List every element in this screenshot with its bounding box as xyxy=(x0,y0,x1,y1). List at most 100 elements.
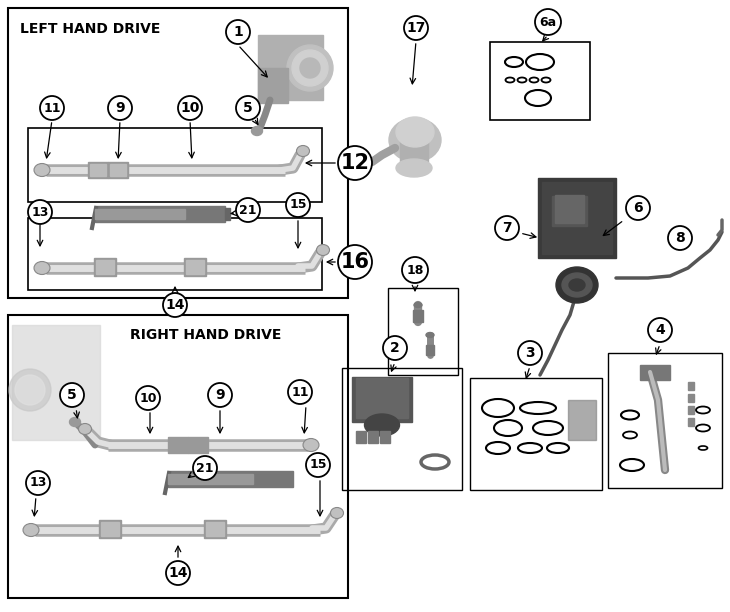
Bar xyxy=(204,520,226,538)
Bar xyxy=(258,68,288,103)
Bar xyxy=(206,522,224,536)
Text: 5: 5 xyxy=(243,101,253,115)
Bar xyxy=(96,260,114,274)
Bar xyxy=(552,196,587,226)
Text: 10: 10 xyxy=(180,101,200,115)
Ellipse shape xyxy=(569,279,585,291)
Text: 21: 21 xyxy=(196,461,214,474)
Bar xyxy=(258,35,323,100)
Bar xyxy=(186,260,204,274)
Text: 13: 13 xyxy=(31,206,49,218)
Text: 6: 6 xyxy=(633,201,643,215)
Ellipse shape xyxy=(317,245,329,255)
Circle shape xyxy=(26,471,50,495)
Text: 21: 21 xyxy=(239,204,257,217)
Text: 12: 12 xyxy=(340,153,369,173)
Circle shape xyxy=(236,198,260,222)
Circle shape xyxy=(40,96,64,120)
Ellipse shape xyxy=(287,45,333,91)
Bar xyxy=(400,133,428,165)
Circle shape xyxy=(178,96,202,120)
Bar xyxy=(388,288,458,375)
Bar xyxy=(168,474,253,484)
Circle shape xyxy=(535,9,561,35)
Ellipse shape xyxy=(15,375,45,405)
Bar xyxy=(99,520,121,538)
Bar xyxy=(688,382,694,390)
Ellipse shape xyxy=(364,414,399,436)
Ellipse shape xyxy=(562,273,592,297)
Ellipse shape xyxy=(296,146,310,157)
Text: 11: 11 xyxy=(291,386,309,398)
Bar xyxy=(688,406,694,414)
Bar xyxy=(356,378,408,418)
Text: 8: 8 xyxy=(675,231,685,245)
Text: 2: 2 xyxy=(390,341,400,355)
Bar xyxy=(188,437,208,453)
Circle shape xyxy=(338,245,372,279)
Text: 18: 18 xyxy=(407,264,423,277)
Text: 11: 11 xyxy=(43,102,61,114)
Bar xyxy=(608,353,722,488)
Bar xyxy=(8,8,348,298)
Text: 14: 14 xyxy=(168,566,188,580)
Circle shape xyxy=(163,293,187,317)
Bar xyxy=(426,345,434,355)
Text: 6a: 6a xyxy=(539,15,556,29)
Bar xyxy=(168,437,188,453)
Ellipse shape xyxy=(414,302,422,307)
Bar xyxy=(184,258,206,276)
Text: RIGHT HAND DRIVE: RIGHT HAND DRIVE xyxy=(130,328,281,342)
Ellipse shape xyxy=(79,424,91,435)
Ellipse shape xyxy=(426,332,434,337)
Circle shape xyxy=(495,216,519,240)
Bar xyxy=(555,195,584,223)
Bar xyxy=(88,162,108,178)
Circle shape xyxy=(136,386,160,410)
Ellipse shape xyxy=(331,507,344,518)
Text: 15: 15 xyxy=(310,458,327,471)
Bar xyxy=(342,368,462,490)
Bar xyxy=(368,431,378,443)
Ellipse shape xyxy=(396,117,434,147)
Circle shape xyxy=(518,341,542,365)
Bar xyxy=(356,431,366,443)
Circle shape xyxy=(288,380,312,404)
Bar xyxy=(413,310,423,322)
Bar xyxy=(90,164,106,176)
Text: 14: 14 xyxy=(165,298,185,312)
Text: 13: 13 xyxy=(29,477,47,490)
Bar xyxy=(28,218,322,290)
Ellipse shape xyxy=(556,267,598,303)
Text: 4: 4 xyxy=(655,323,665,337)
Bar xyxy=(542,182,612,254)
Circle shape xyxy=(404,16,428,40)
Bar xyxy=(380,431,390,443)
Ellipse shape xyxy=(252,127,263,135)
Circle shape xyxy=(648,318,672,342)
Ellipse shape xyxy=(34,163,50,176)
Bar xyxy=(95,206,225,222)
Bar xyxy=(225,208,230,220)
Bar xyxy=(95,209,185,219)
Bar xyxy=(352,377,412,422)
Ellipse shape xyxy=(9,369,51,411)
Text: LEFT HAND DRIVE: LEFT HAND DRIVE xyxy=(20,22,161,36)
Text: 9: 9 xyxy=(215,388,225,402)
Circle shape xyxy=(306,453,330,477)
Bar xyxy=(688,394,694,402)
Circle shape xyxy=(402,257,428,283)
Circle shape xyxy=(60,383,84,407)
Text: 9: 9 xyxy=(115,101,125,115)
Circle shape xyxy=(193,456,217,480)
Circle shape xyxy=(236,96,260,120)
Bar xyxy=(640,365,670,380)
Bar xyxy=(28,128,322,202)
Ellipse shape xyxy=(292,50,328,86)
Bar xyxy=(688,418,694,426)
Ellipse shape xyxy=(34,261,50,275)
Ellipse shape xyxy=(389,118,441,162)
Text: 5: 5 xyxy=(67,388,77,402)
Circle shape xyxy=(668,226,692,250)
Circle shape xyxy=(208,383,232,407)
